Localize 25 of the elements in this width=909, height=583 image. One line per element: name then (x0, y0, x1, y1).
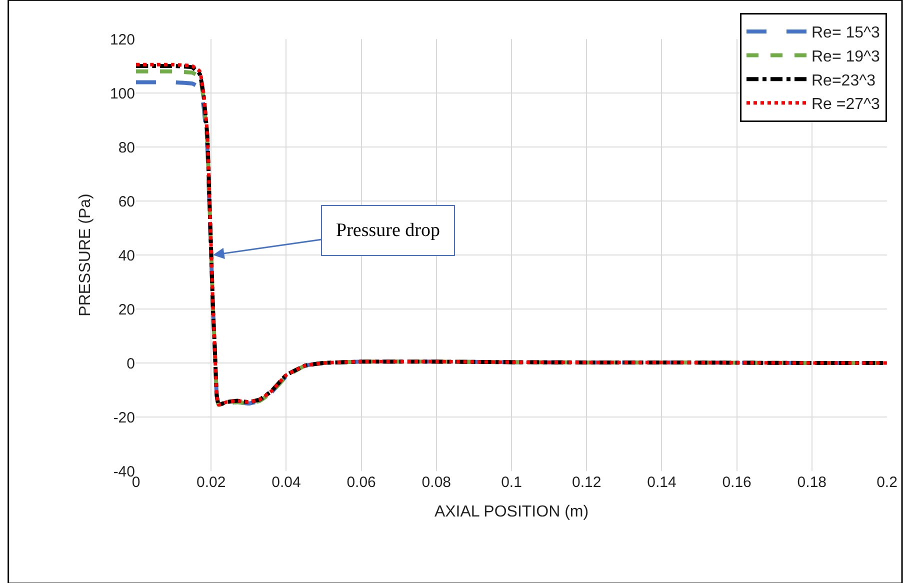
x-tick-label: 0.02 (196, 474, 226, 491)
x-tick-label: 0.18 (797, 474, 826, 491)
y-tick-label: 80 (118, 139, 135, 156)
x-tick-label: 0.06 (346, 474, 376, 491)
x-tick-label: 0.12 (572, 474, 602, 491)
legend-label: Re= 15^3 (812, 24, 880, 42)
y-tick-label: 0 (126, 355, 135, 372)
y-tick-label: 20 (118, 301, 135, 318)
y-tick-label: -20 (113, 409, 135, 426)
y-tick-label: 120 (110, 31, 135, 48)
legend-label: Re =27^3 (812, 96, 880, 114)
x-tick-label: 0.04 (272, 474, 301, 491)
x-tick-label: 0.08 (422, 474, 451, 491)
y-tick-label: 100 (110, 85, 135, 102)
legend-label: Re= 19^3 (812, 48, 880, 66)
x-tick-label: 0.2 (876, 474, 898, 491)
annotation: Pressure drop (336, 220, 440, 241)
y-tick-label: 40 (118, 247, 135, 264)
y-axis-title: PRESSURE (Pa) (76, 194, 94, 316)
x-tick-label: 0.14 (647, 474, 676, 491)
x-tick-label: 0.16 (722, 474, 752, 491)
x-tick-label: 0.1 (501, 474, 522, 491)
x-axis-title: AXIAL POSITION (m) (434, 504, 589, 521)
y-tick-label: 60 (118, 193, 135, 210)
legend-label: Re=23^3 (812, 72, 876, 90)
